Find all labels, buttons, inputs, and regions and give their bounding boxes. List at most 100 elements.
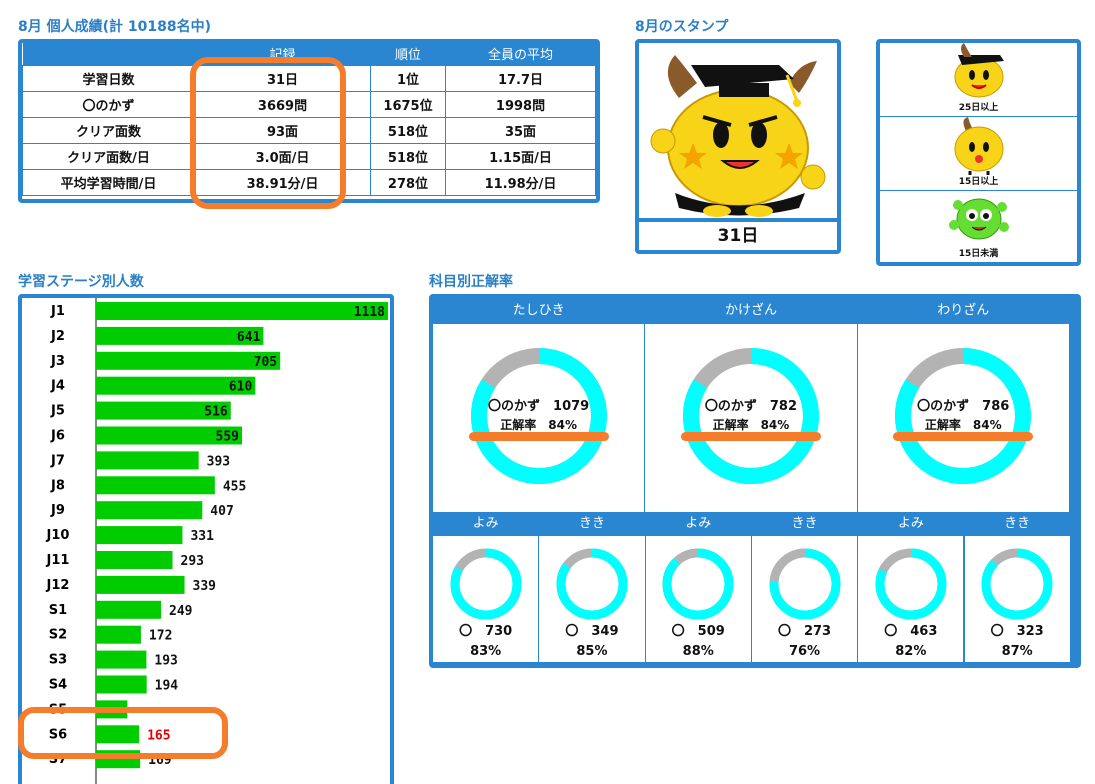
stage-value-label: 610: [229, 380, 253, 395]
subject-header: かけざん: [724, 303, 777, 318]
stage-bar: [96, 650, 147, 669]
donut-correct-arc: [662, 548, 734, 620]
sub-skill-cell: 〇 509 88%: [645, 536, 751, 662]
stage-category-label: J1: [50, 304, 65, 319]
donut-correct-arc: [556, 548, 628, 620]
stage-bar: [96, 351, 281, 370]
donut-correct-arc: [450, 548, 522, 620]
stage-value-label: 339: [193, 579, 216, 594]
sub-skill-header: よみ: [897, 516, 924, 531]
stage-bar: [96, 725, 140, 744]
sub-skill-header: きき: [1004, 516, 1031, 531]
stage-category-label: J3: [50, 354, 65, 369]
sub-rate-text: 88%: [682, 644, 714, 659]
sub-count-text: 〇 730: [459, 624, 513, 639]
personal-stats-table: 記録 順位 全員の平均 学習日数 31日 1位 17.7日 〇のかず 3669問…: [18, 39, 600, 203]
row-rank: 278位: [370, 168, 446, 196]
row-rank: 518位: [370, 116, 446, 144]
stage-value-label: 193: [154, 654, 177, 669]
stage-value-label: 194: [155, 679, 179, 694]
stage-bar: [96, 451, 199, 470]
row-label: 学習日数: [22, 64, 195, 92]
row-average: 11.98分/日: [445, 168, 596, 196]
stage-bar: [96, 675, 147, 694]
personal-title: 8月 個人成績(計 10188名中): [18, 19, 211, 35]
subject-header: わりざん: [937, 303, 990, 318]
row-rank: 518位: [370, 142, 446, 170]
donut-count-text: 〇のかず 1079: [488, 399, 590, 414]
legend-label: 25日以上: [958, 103, 999, 113]
row-label: 平均学習時間/日: [22, 168, 195, 196]
sub-skill-cell: 〇 463 82%: [858, 536, 964, 662]
stage-bar: [96, 526, 183, 545]
legend-label: 15日以上: [958, 177, 999, 187]
stamp-title: 8月のスタンプ: [635, 19, 729, 35]
stage-value-label: 165: [147, 728, 170, 743]
donut-rate-text: 正解率 84%: [500, 418, 578, 432]
stage-value-label: 641: [237, 330, 261, 345]
stage-highlight-annotation: [18, 707, 228, 759]
stage-value-label: 407: [210, 504, 233, 519]
stage-value-label: 172: [149, 629, 172, 644]
stage-bar: [96, 600, 162, 619]
stage-bar: [96, 401, 231, 420]
stage-value-label: 293: [181, 554, 204, 569]
donut-correct-arc: [895, 348, 1032, 484]
stage-category-label: J7: [50, 453, 65, 468]
legend-item-under-15days: 15日未満: [880, 191, 1077, 262]
stage-category-label: J4: [50, 379, 65, 394]
gold-graduate-icon: [954, 43, 1004, 98]
donut-count-text: 〇のかず 782: [704, 399, 798, 414]
sub-rate-text: 85%: [576, 644, 608, 659]
stamp-character-icon: [650, 55, 826, 217]
sub-skill-donut: [556, 548, 628, 620]
stage-category-label: J8: [50, 478, 65, 493]
stage-category-label: J12: [46, 578, 70, 593]
subject-big-donut: [895, 348, 1032, 484]
donut-rate-text: 正解率 84%: [924, 418, 1002, 432]
row-rank: 1675位: [370, 90, 446, 118]
row-rank: 1位: [370, 64, 446, 92]
stamp-legend: 25日以上 15日以上 15日未満: [876, 39, 1081, 266]
subject-big-donut: [682, 348, 819, 484]
header-blank: [22, 43, 195, 65]
donut-correct-arc: [470, 348, 607, 484]
subject-header: たしひき: [512, 303, 565, 318]
stage-value-label: 705: [254, 355, 277, 370]
header-rank: 順位: [370, 43, 446, 65]
sub-count-text: 〇 509: [671, 624, 725, 639]
stage-value-label: 455: [223, 479, 246, 494]
stage-value-label: 249: [169, 604, 192, 619]
donut-correct-arc: [981, 548, 1053, 620]
stats-row-cleared: クリア面数 93面 518位 35面: [22, 116, 596, 144]
stage-value-label: 516: [204, 405, 228, 420]
stage-category-label: J6: [50, 429, 65, 444]
sub-count-text: 〇 273: [777, 624, 832, 639]
sub-skill-donut: [450, 548, 522, 620]
stage-category-label: J10: [46, 528, 70, 543]
stage-bar: [96, 326, 264, 345]
stage-category-label: J9: [50, 503, 65, 518]
subject-title: 科目別正解率: [429, 274, 513, 290]
row-average: 35面: [445, 116, 596, 144]
stage-category-label: S2: [49, 628, 67, 643]
sub-skill-cell: 〇 730 83%: [433, 536, 539, 662]
subject-accuracy-panel: たしひき 〇のかず 1079 正解率 84% かけざん 〇のかず 782 正解率 84% わ…: [429, 294, 1081, 668]
stamp-card: 31日: [635, 39, 841, 254]
donut-correct-arc: [769, 548, 841, 620]
sub-count-text: 〇 323: [990, 624, 1044, 639]
green-monster-icon: [948, 198, 1009, 240]
stage-bar: [96, 476, 215, 495]
stage-category-label: J5: [50, 404, 65, 419]
subject-big-cell: 〇のかず 782 正解率 84%: [645, 324, 857, 512]
stage-category-label: S3: [49, 653, 67, 668]
rate-highlight-annotation: [893, 432, 1034, 441]
stage-bar: [96, 575, 185, 594]
rate-highlight-annotation: [468, 432, 609, 441]
row-label: 〇のかず: [22, 90, 195, 118]
sub-skill-donut: [662, 548, 734, 620]
stage-value-label: 331: [190, 529, 214, 544]
row-label: クリア面数/日: [22, 142, 195, 170]
row-average: 1998問: [445, 90, 596, 118]
stage-value-label: 393: [207, 454, 230, 469]
